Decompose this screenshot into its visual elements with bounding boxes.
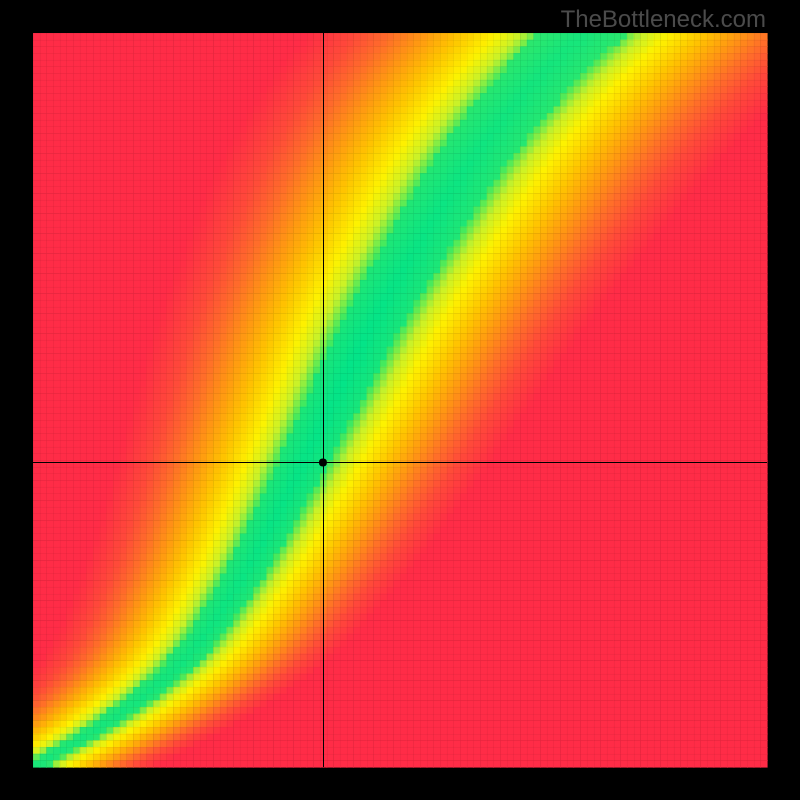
- bottleneck-heatmap: [0, 0, 800, 800]
- chart-container: TheBottleneck.com: [0, 0, 800, 800]
- watermark-text: TheBottleneck.com: [561, 6, 766, 34]
